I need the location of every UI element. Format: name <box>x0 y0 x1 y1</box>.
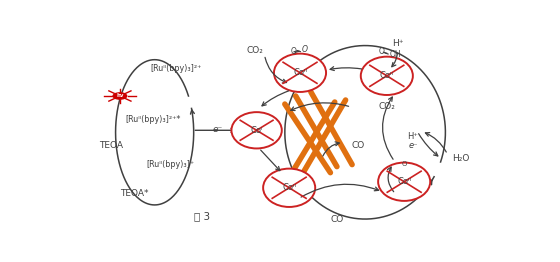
Text: TEOA: TEOA <box>100 141 124 150</box>
Text: CO₂: CO₂ <box>379 102 395 111</box>
Text: Coᴵᴵ: Coᴵᴵ <box>380 71 394 80</box>
Text: Coᴵᴵ: Coᴵᴵ <box>293 68 307 77</box>
Ellipse shape <box>361 57 413 95</box>
Text: e⁻: e⁻ <box>212 125 223 134</box>
Text: O: O <box>291 47 296 56</box>
Text: H⁺: H⁺ <box>408 132 418 141</box>
Text: [Ruᴵᴵ(bpy)₃]²⁺: [Ruᴵᴵ(bpy)₃]²⁺ <box>151 64 202 73</box>
Text: [Ruᴵᴵ(bpy)₃]⁺: [Ruᴵᴵ(bpy)₃]⁺ <box>147 160 195 169</box>
Text: O: O <box>301 45 307 54</box>
Text: CO: CO <box>352 141 365 150</box>
Ellipse shape <box>263 169 315 207</box>
Text: OH: OH <box>390 50 402 59</box>
Text: Coᴵᴵ: Coᴵᴵ <box>397 177 411 186</box>
Text: O: O <box>402 161 407 167</box>
Text: Coᴵ: Coᴵ <box>250 126 263 135</box>
Text: CO₂: CO₂ <box>246 46 263 55</box>
Ellipse shape <box>274 54 326 92</box>
Text: CO: CO <box>330 215 343 223</box>
Text: TEOA*: TEOA* <box>120 189 148 198</box>
Text: O: O <box>379 47 385 56</box>
Text: 图 3: 图 3 <box>194 211 211 221</box>
Circle shape <box>113 93 127 99</box>
Ellipse shape <box>378 162 430 201</box>
Text: hv: hv <box>116 94 124 99</box>
Text: e⁻: e⁻ <box>408 141 418 150</box>
Text: H⁺: H⁺ <box>392 39 403 48</box>
Text: Coᴵᴵ: Coᴵᴵ <box>282 183 296 192</box>
Text: [Ruᴵᴵ(bpy)₃]²⁺*: [Ruᴵᴵ(bpy)₃]²⁺* <box>125 115 181 124</box>
Ellipse shape <box>231 112 282 149</box>
Text: H₂O: H₂O <box>452 154 469 163</box>
